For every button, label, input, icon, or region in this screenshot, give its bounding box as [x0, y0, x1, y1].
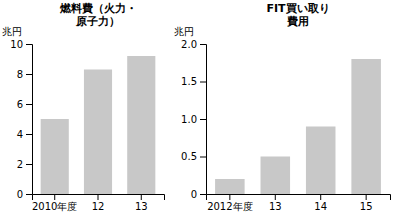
x-tick-mark: [275, 194, 276, 200]
y-tick-label: 10: [10, 39, 23, 50]
y-axis-unit: 兆円: [2, 26, 22, 37]
y-tick-label: 2: [17, 159, 23, 170]
y-tick: 1.5: [181, 76, 206, 87]
y-tick: 2: [17, 159, 32, 170]
bar: [84, 70, 112, 195]
chart-canvas: 0 2 4 6 8 10 2010年度 12 13 兆円 燃料費（火力・原子力） 0 0.5 1.0 1.5…: [0, 0, 400, 220]
y-tick-mark: [200, 44, 206, 45]
y-tick-label: 6: [17, 99, 23, 110]
y-tick-label: 0.5: [181, 151, 197, 162]
x-tick-label: 15: [360, 201, 373, 212]
y-tick-mark: [26, 74, 32, 75]
y-axis: 0 0.5 1.0 1.5 2.0: [181, 39, 206, 200]
x-tick-label: 2012年度: [207, 201, 252, 212]
chart-panel: 0 2 4 6 8 10 2010年度 12 13 兆円 燃料費（火力・原子力）: [2, 2, 165, 212]
bar: [261, 157, 291, 195]
y-tick-mark: [26, 44, 32, 45]
x-tick: 2012年度: [207, 194, 252, 212]
chart-title: 原子力）: [75, 15, 120, 28]
x-tick: 13: [135, 194, 148, 212]
chart-title: FIT買い取り: [266, 2, 329, 15]
y-tick: 10: [10, 39, 32, 50]
y-tick: 1.0: [181, 114, 206, 125]
x-axis: 2010年度 12 13: [32, 194, 165, 212]
y-tick-mark: [200, 82, 206, 83]
bars: [41, 56, 156, 194]
y-tick-mark: [26, 104, 32, 105]
x-tick-label: 12: [92, 201, 105, 212]
y-tick-mark: [200, 157, 206, 158]
bars: [215, 59, 381, 194]
x-tick: 2010年度: [32, 194, 77, 212]
y-tick: 0: [17, 189, 32, 200]
y-tick-mark: [26, 194, 32, 195]
x-tick: 13: [269, 194, 282, 212]
axis-line: [26, 45, 33, 195]
bar: [306, 127, 336, 195]
x-tick-mark: [54, 194, 55, 200]
y-tick-label: 4: [17, 129, 23, 140]
y-tick-label: 1.0: [181, 114, 197, 125]
y-tick: 4: [17, 129, 32, 140]
axis-line: [200, 45, 207, 195]
y-tick: 6: [17, 99, 32, 110]
y-tick-mark: [26, 164, 32, 165]
x-axis: 2012年度 13 14 15: [207, 194, 391, 212]
chart-title: 燃料費（火力・: [59, 2, 137, 15]
y-tick-label: 1.5: [181, 76, 197, 87]
y-tick-mark: [26, 134, 32, 135]
y-tick-label: 0: [191, 189, 197, 200]
bar: [215, 179, 245, 194]
y-tick-label: 8: [17, 69, 23, 80]
x-tick-mark: [141, 194, 142, 200]
bar: [351, 59, 381, 194]
x-tick-mark: [320, 194, 321, 200]
x-tick: 15: [360, 194, 373, 212]
y-tick-mark: [200, 119, 206, 120]
y-tick-label: 2.0: [181, 39, 197, 50]
y-tick: 0.5: [181, 151, 206, 162]
y-axis-unit: 兆円: [174, 26, 194, 37]
x-tick-label: 14: [314, 201, 327, 212]
x-tick-label: 13: [269, 201, 282, 212]
x-tick: 14: [314, 194, 327, 212]
chart-panel: 0 0.5 1.0 1.5 2.0 2012年度 13 14 15 兆円 FIT買い取り費用: [174, 2, 391, 212]
axis-line: [33, 195, 165, 201]
y-tick: 2.0: [181, 39, 206, 50]
x-tick-mark: [366, 194, 367, 200]
x-tick-label: 2010年度: [32, 201, 77, 212]
x-tick-label: 13: [135, 201, 148, 212]
chart-title: 費用: [286, 15, 309, 28]
y-tick-label: 0: [17, 189, 23, 200]
x-tick: 12: [92, 194, 105, 212]
x-tick-mark: [229, 194, 230, 200]
bar: [127, 56, 155, 194]
bar: [41, 119, 69, 194]
y-axis: 0 2 4 6 8 10: [10, 39, 32, 200]
y-tick: 8: [17, 69, 32, 80]
y-tick: 0: [191, 189, 206, 200]
y-tick-mark: [200, 194, 206, 195]
x-tick-mark: [98, 194, 99, 200]
axis-line: [207, 195, 391, 201]
